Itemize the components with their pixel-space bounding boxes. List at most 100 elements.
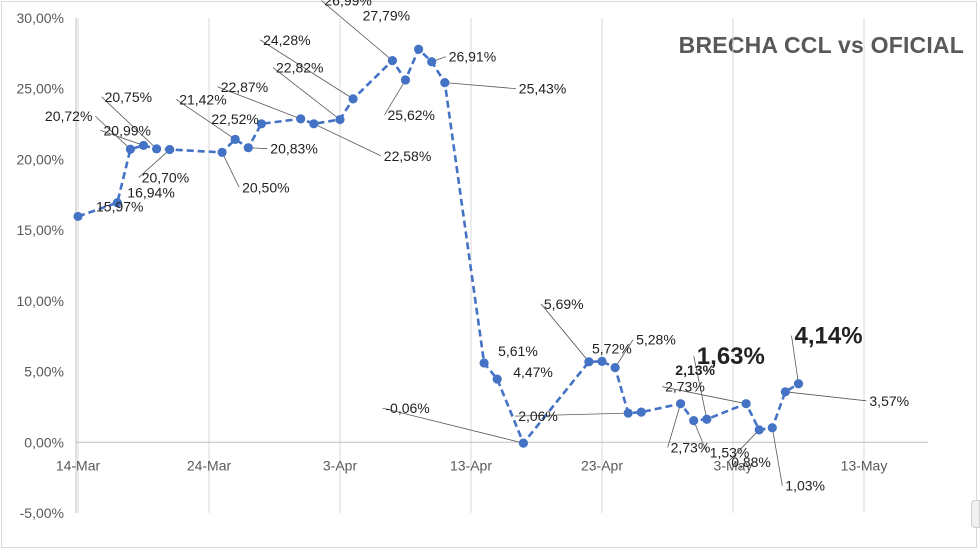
label-leader [693,420,708,453]
data-label: 22,58% [384,148,431,164]
y-tick-label: 30,00% [17,10,64,26]
label-leader [667,403,681,448]
data-point [767,423,777,433]
label-leader [101,96,157,150]
data-point [243,143,253,153]
y-axis: -5,00% 0,00% 5,00% 10,00% 15,00% 20,00% 25,00%… [17,10,77,521]
label-leader [384,79,406,116]
data-label: 22,87% [221,79,268,95]
data-point [309,119,319,129]
data-label: 16,94% [127,185,174,201]
x-tick-label: 23-Apr [581,457,623,473]
data-label: 21,42% [179,91,226,107]
label-leader [217,86,301,120]
data-point [73,211,83,222]
data-point [636,407,646,417]
data-point [217,147,227,157]
label-leader [771,427,783,486]
y-tick-label: 25,00% [17,81,64,97]
x-tick-label: 13-Apr [450,457,492,473]
label-leader [272,67,341,120]
data-label: 26,99% [324,0,371,9]
data-label: 22,52% [211,111,258,127]
label-leader [791,335,799,384]
data-label: 25,62% [388,107,435,123]
data-point [479,358,489,368]
data-label: 0,88% [731,454,771,470]
label-leader [662,386,747,405]
data-label: 15,97% [96,198,143,214]
x-tick-label: 13-May [841,457,888,473]
data-label: 3,57% [869,393,909,409]
x-tick-label: 24-Mar [187,457,232,473]
label-leader [785,391,867,402]
data-label: 4,47% [513,364,553,380]
data-label: 20,50% [242,179,289,195]
label-leader [515,412,629,417]
data-point [230,134,240,144]
data-point [440,78,450,88]
data-point [256,119,266,129]
label-leader [221,152,240,188]
data-point [335,114,345,125]
y-tick-label: -5,00% [20,505,64,521]
y-tick-label: 20,00% [17,151,64,167]
data-label: 5,72% [592,340,632,356]
data-point [597,356,607,366]
series-brecha [73,44,804,448]
label-leader [444,82,516,90]
data-label: 26,91% [449,49,496,65]
data-point [623,408,633,418]
label-leader [727,429,760,463]
data-point [125,144,135,154]
data-point [427,57,437,67]
data-label: -0,06% [385,400,429,416]
data-labels: 15,97%16,94% 20,72% 20,99% 20,75% 20,70% 20,5… [45,0,909,494]
data-label: 2,73% [665,379,705,395]
data-point [296,114,306,124]
data-label: 20,72% [45,108,92,124]
data-label: 20,75% [105,89,152,105]
data-label: 1,53% [710,445,750,461]
data-label: 2,06% [518,408,558,424]
data-point [754,425,764,435]
data-label: 20,99% [104,122,151,138]
data-label: 25,43% [519,81,566,97]
data-point [165,144,175,155]
data-point [689,416,699,426]
data-point [152,144,162,154]
label-leader [95,115,131,150]
data-label: 4,14% [795,323,863,350]
data-label: 5,69% [544,296,584,312]
label-leader [382,407,524,444]
data-point [112,198,122,208]
data-point [492,374,502,384]
x-axis: 14-Mar 24-Mar 3-Apr 13-Apr 23-Apr 3-May 13-May [56,441,928,473]
y-tick-label: 10,00% [17,293,64,309]
y-tick-label: 0,00% [24,434,64,450]
x-tick-label: 3-Apr [323,457,358,473]
label-leader [693,356,708,420]
data-label: 1,63% [697,343,765,370]
label-leader [321,0,393,61]
data-point [780,387,791,397]
y-tick-label: 5,00% [24,364,64,380]
label-leader [313,123,381,157]
data-point [702,414,712,424]
scroll-handle[interactable] [971,500,980,528]
data-point [348,94,358,104]
data-label: 27,79% [363,7,410,23]
data-label: 1,03% [785,478,825,494]
chart-title: BRECHA CCL vs OFICIAL [678,32,964,58]
label-leader [614,339,634,368]
label-leader [175,99,236,140]
data-point [138,140,149,151]
data-label: 2,13% [675,362,715,378]
data-point [584,357,594,367]
x-tick-label: 3-May [714,457,753,473]
data-point [414,44,424,54]
data-point [741,399,751,409]
label-leader-lines [95,0,867,486]
